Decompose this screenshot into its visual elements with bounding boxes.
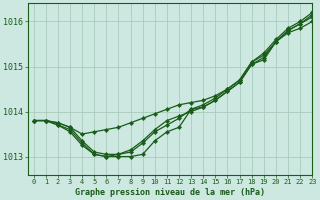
X-axis label: Graphe pression niveau de la mer (hPa): Graphe pression niveau de la mer (hPa) <box>75 188 265 197</box>
